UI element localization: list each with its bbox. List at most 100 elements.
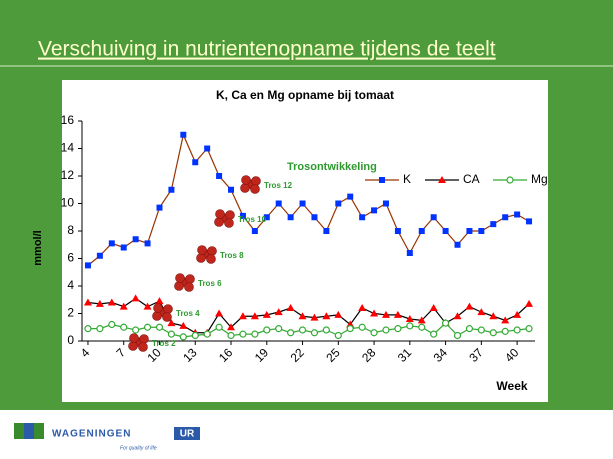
data-point xyxy=(322,312,331,320)
y-tick-label: 4 xyxy=(67,278,74,292)
data-point xyxy=(144,240,151,247)
data-point xyxy=(215,309,224,317)
data-point xyxy=(203,330,211,338)
data-point xyxy=(192,159,199,166)
tomato-icon xyxy=(225,210,235,220)
tomato-icon xyxy=(175,273,185,283)
tomato-icon xyxy=(207,246,217,256)
footer-background xyxy=(0,410,613,459)
annotation: Tros 6 xyxy=(198,279,222,288)
data-point xyxy=(215,323,223,331)
data-point xyxy=(489,312,498,320)
data-point xyxy=(227,331,235,340)
data-point xyxy=(155,323,164,331)
legend-marker xyxy=(379,177,385,183)
data-point xyxy=(442,228,449,234)
annotation: Tros 4 xyxy=(176,309,200,318)
data-point xyxy=(406,250,413,256)
data-point xyxy=(119,302,128,310)
data-point xyxy=(371,207,378,214)
data-point xyxy=(120,323,128,331)
data-point xyxy=(131,294,140,302)
data-point xyxy=(287,329,295,337)
data-point xyxy=(286,304,295,311)
data-point xyxy=(310,313,319,321)
data-point xyxy=(143,302,152,310)
data-point xyxy=(179,321,188,329)
logo-icon xyxy=(24,423,34,439)
data-point xyxy=(358,323,366,331)
logo-icon xyxy=(34,423,44,439)
data-point xyxy=(227,323,236,331)
legend-title: Trosontwikkeling xyxy=(287,161,377,173)
tomato-icon xyxy=(185,274,195,284)
annotation: Tros 12 xyxy=(264,181,293,190)
y-tick-label: 12 xyxy=(61,168,75,182)
legend-label: CA xyxy=(463,172,480,186)
data-point xyxy=(310,329,319,337)
data-point xyxy=(418,228,425,234)
data-point xyxy=(84,325,92,333)
data-point xyxy=(262,310,271,318)
data-point xyxy=(525,299,534,307)
data-point xyxy=(501,327,509,335)
data-point xyxy=(108,320,116,329)
logo-text: WAGENINGEN xyxy=(52,429,131,440)
tomato-icon xyxy=(251,176,261,186)
data-point xyxy=(275,325,283,333)
data-point xyxy=(239,212,246,219)
data-point xyxy=(454,241,461,248)
tomato-icon xyxy=(139,334,149,344)
tomato-icon xyxy=(250,184,260,194)
data-point xyxy=(216,173,223,179)
tomato-icon xyxy=(240,183,250,193)
y-axis-label: mmol/l xyxy=(32,230,44,265)
data-point xyxy=(478,228,485,234)
data-point xyxy=(514,211,521,218)
data-point xyxy=(393,310,402,318)
logo-ur-box xyxy=(174,427,200,440)
data-point xyxy=(477,326,485,334)
y-tick-label: 16 xyxy=(61,113,75,127)
data-point xyxy=(251,330,259,338)
data-point xyxy=(298,312,307,320)
data-point xyxy=(84,262,91,269)
data-point xyxy=(513,310,522,318)
data-point xyxy=(263,214,270,221)
data-point xyxy=(406,322,414,330)
tomato-icon xyxy=(162,312,172,322)
data-point xyxy=(155,297,164,305)
tomato-icon xyxy=(129,333,139,343)
data-point xyxy=(430,330,438,338)
logo-ur: UR xyxy=(180,429,195,440)
tomato-icon xyxy=(163,304,173,314)
data-point xyxy=(382,326,390,334)
data-point xyxy=(132,326,140,334)
data-point xyxy=(370,329,378,337)
data-point xyxy=(251,228,258,234)
tomato-icon xyxy=(184,282,194,292)
data-point xyxy=(359,214,366,221)
data-point xyxy=(466,228,473,234)
data-point xyxy=(394,325,402,333)
data-point xyxy=(323,228,330,234)
data-point xyxy=(489,329,497,337)
data-point xyxy=(526,218,533,225)
data-point xyxy=(417,316,426,324)
data-point xyxy=(180,131,187,138)
data-point xyxy=(490,221,497,228)
data-point xyxy=(250,312,259,320)
tomato-icon xyxy=(224,218,234,228)
annotation: Tros 8 xyxy=(220,251,244,260)
annotation: Tros 2 xyxy=(152,339,176,348)
data-point xyxy=(381,310,390,318)
data-point xyxy=(322,326,330,334)
data-point xyxy=(107,298,116,306)
data-point xyxy=(299,200,306,207)
y-tick-label: 10 xyxy=(61,196,75,210)
tomato-icon xyxy=(215,209,225,219)
data-point xyxy=(274,308,283,316)
data-point xyxy=(168,186,175,193)
data-point xyxy=(311,214,318,221)
